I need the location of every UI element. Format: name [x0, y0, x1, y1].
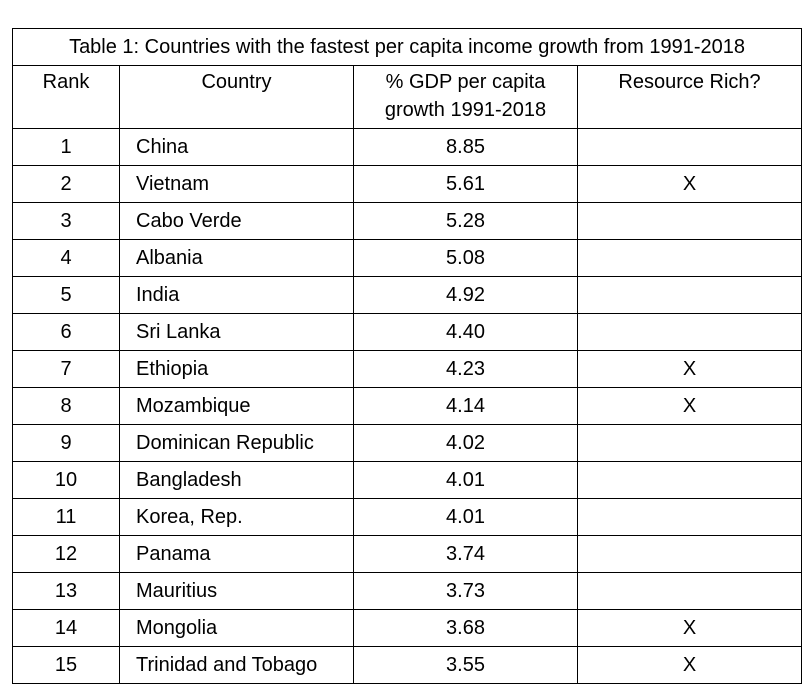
title-row: Table 1: Countries with the fastest per …: [11, 28, 803, 66]
table-row: 2 Vietnam 5.61 X: [12, 165, 803, 203]
growth-cell: 4.01: [353, 461, 578, 499]
country-cell: Sri Lanka: [119, 313, 354, 351]
growth-header-line1: % GDP per capita: [385, 71, 546, 93]
growth-cell: 4.92: [353, 276, 578, 314]
country-header: Country: [119, 65, 354, 129]
growth-cell: 5.61: [353, 165, 578, 203]
resource-rich-cell: [576, 276, 803, 314]
country-cell: Mongolia: [119, 609, 354, 647]
rank-header: Rank: [12, 65, 120, 129]
table-row: 14 Mongolia 3.68 X: [12, 609, 803, 647]
country-cell: Dominican Republic: [119, 424, 354, 462]
rank-cell: 14: [12, 609, 120, 647]
rank-cell: 7: [12, 350, 120, 388]
resource-rich-cell: X: [576, 387, 803, 425]
table-row: 10 Bangladesh 4.01: [12, 461, 803, 499]
resource-rich-cell: [576, 128, 803, 166]
rank-cell: 5: [12, 276, 120, 314]
table-row: 7 Ethiopia 4.23 X: [12, 350, 803, 388]
growth-cell: 4.40: [353, 313, 578, 351]
resource-rich-cell: X: [576, 350, 803, 388]
country-cell: Korea, Rep.: [119, 498, 354, 536]
resource-rich-header: Resource Rich?: [576, 65, 803, 129]
growth-table: Table 1: Countries with the fastest per …: [11, 28, 803, 684]
growth-cell: 4.23: [353, 350, 578, 388]
resource-rich-cell: [576, 461, 803, 499]
resource-rich-cell: [576, 535, 803, 573]
rank-cell: 15: [12, 646, 120, 684]
table-row: 3 Cabo Verde 5.28: [12, 202, 803, 240]
country-cell: Panama: [119, 535, 354, 573]
rank-cell: 3: [12, 202, 120, 240]
table-title: Table 1: Countries with the fastest per …: [11, 28, 803, 66]
growth-cell: 3.73: [353, 572, 578, 610]
country-cell: Vietnam: [119, 165, 354, 203]
rank-cell: 1: [12, 128, 120, 166]
table-row: 8 Mozambique 4.14 X: [12, 387, 803, 425]
growth-cell: 5.08: [353, 239, 578, 277]
growth-cell: 4.01: [353, 498, 578, 536]
growth-cell: 3.55: [353, 646, 578, 684]
header-row: Rank Country % GDP per capita growth 199…: [12, 65, 803, 129]
growth-cell: 3.68: [353, 609, 578, 647]
country-cell: Albania: [119, 239, 354, 277]
rank-cell: 10: [12, 461, 120, 499]
growth-cell: 5.28: [353, 202, 578, 240]
country-cell: India: [119, 276, 354, 314]
table-row: 9 Dominican Republic 4.02: [12, 424, 803, 462]
country-cell: Trinidad and Tobago: [119, 646, 354, 684]
rank-cell: 8: [12, 387, 120, 425]
rank-cell: 6: [12, 313, 120, 351]
rank-cell: 9: [12, 424, 120, 462]
country-cell: China: [119, 128, 354, 166]
country-cell: Bangladesh: [119, 461, 354, 499]
resource-rich-cell: [576, 498, 803, 536]
country-cell: Mozambique: [119, 387, 354, 425]
growth-header-line2: growth 1991-2018: [384, 99, 547, 121]
rank-cell: 13: [12, 572, 120, 610]
resource-rich-cell: X: [576, 646, 803, 684]
rank-cell: 11: [12, 498, 120, 536]
resource-rich-cell: X: [576, 165, 803, 203]
country-cell: Ethiopia: [119, 350, 354, 388]
table-row: 4 Albania 5.08: [12, 239, 803, 277]
rank-cell: 12: [12, 535, 120, 573]
table-row: 15 Trinidad and Tobago 3.55 X: [12, 646, 803, 684]
resource-rich-cell: X: [576, 609, 803, 647]
country-cell: Cabo Verde: [119, 202, 354, 240]
resource-rich-cell: [576, 572, 803, 610]
table-row: 13 Mauritius 3.73: [12, 572, 803, 610]
growth-cell: 4.14: [353, 387, 578, 425]
table-row: 11 Korea, Rep. 4.01: [12, 498, 803, 536]
growth-cell: 3.74: [353, 535, 578, 573]
growth-cell: 4.02: [353, 424, 578, 462]
rank-cell: 2: [12, 165, 120, 203]
table-body: 1 China 8.85 2 Vietnam 5.61 X 3 Cabo Verde 5.28 4 A…: [12, 128, 803, 684]
resource-rich-cell: [576, 239, 803, 277]
table-row: 12 Panama 3.74: [12, 535, 803, 573]
rank-cell: 4: [12, 239, 120, 277]
resource-rich-cell: [576, 202, 803, 240]
table-row: 6 Sri Lanka 4.40: [12, 313, 803, 351]
resource-rich-cell: [576, 313, 803, 351]
table-row: 5 India 4.92: [12, 276, 803, 314]
resource-rich-cell: [576, 424, 803, 462]
country-cell: Mauritius: [119, 572, 354, 610]
growth-cell: 8.85: [353, 128, 578, 166]
table-row: 1 China 8.85: [12, 128, 803, 166]
growth-header: % GDP per capita growth 1991-2018: [353, 65, 578, 129]
